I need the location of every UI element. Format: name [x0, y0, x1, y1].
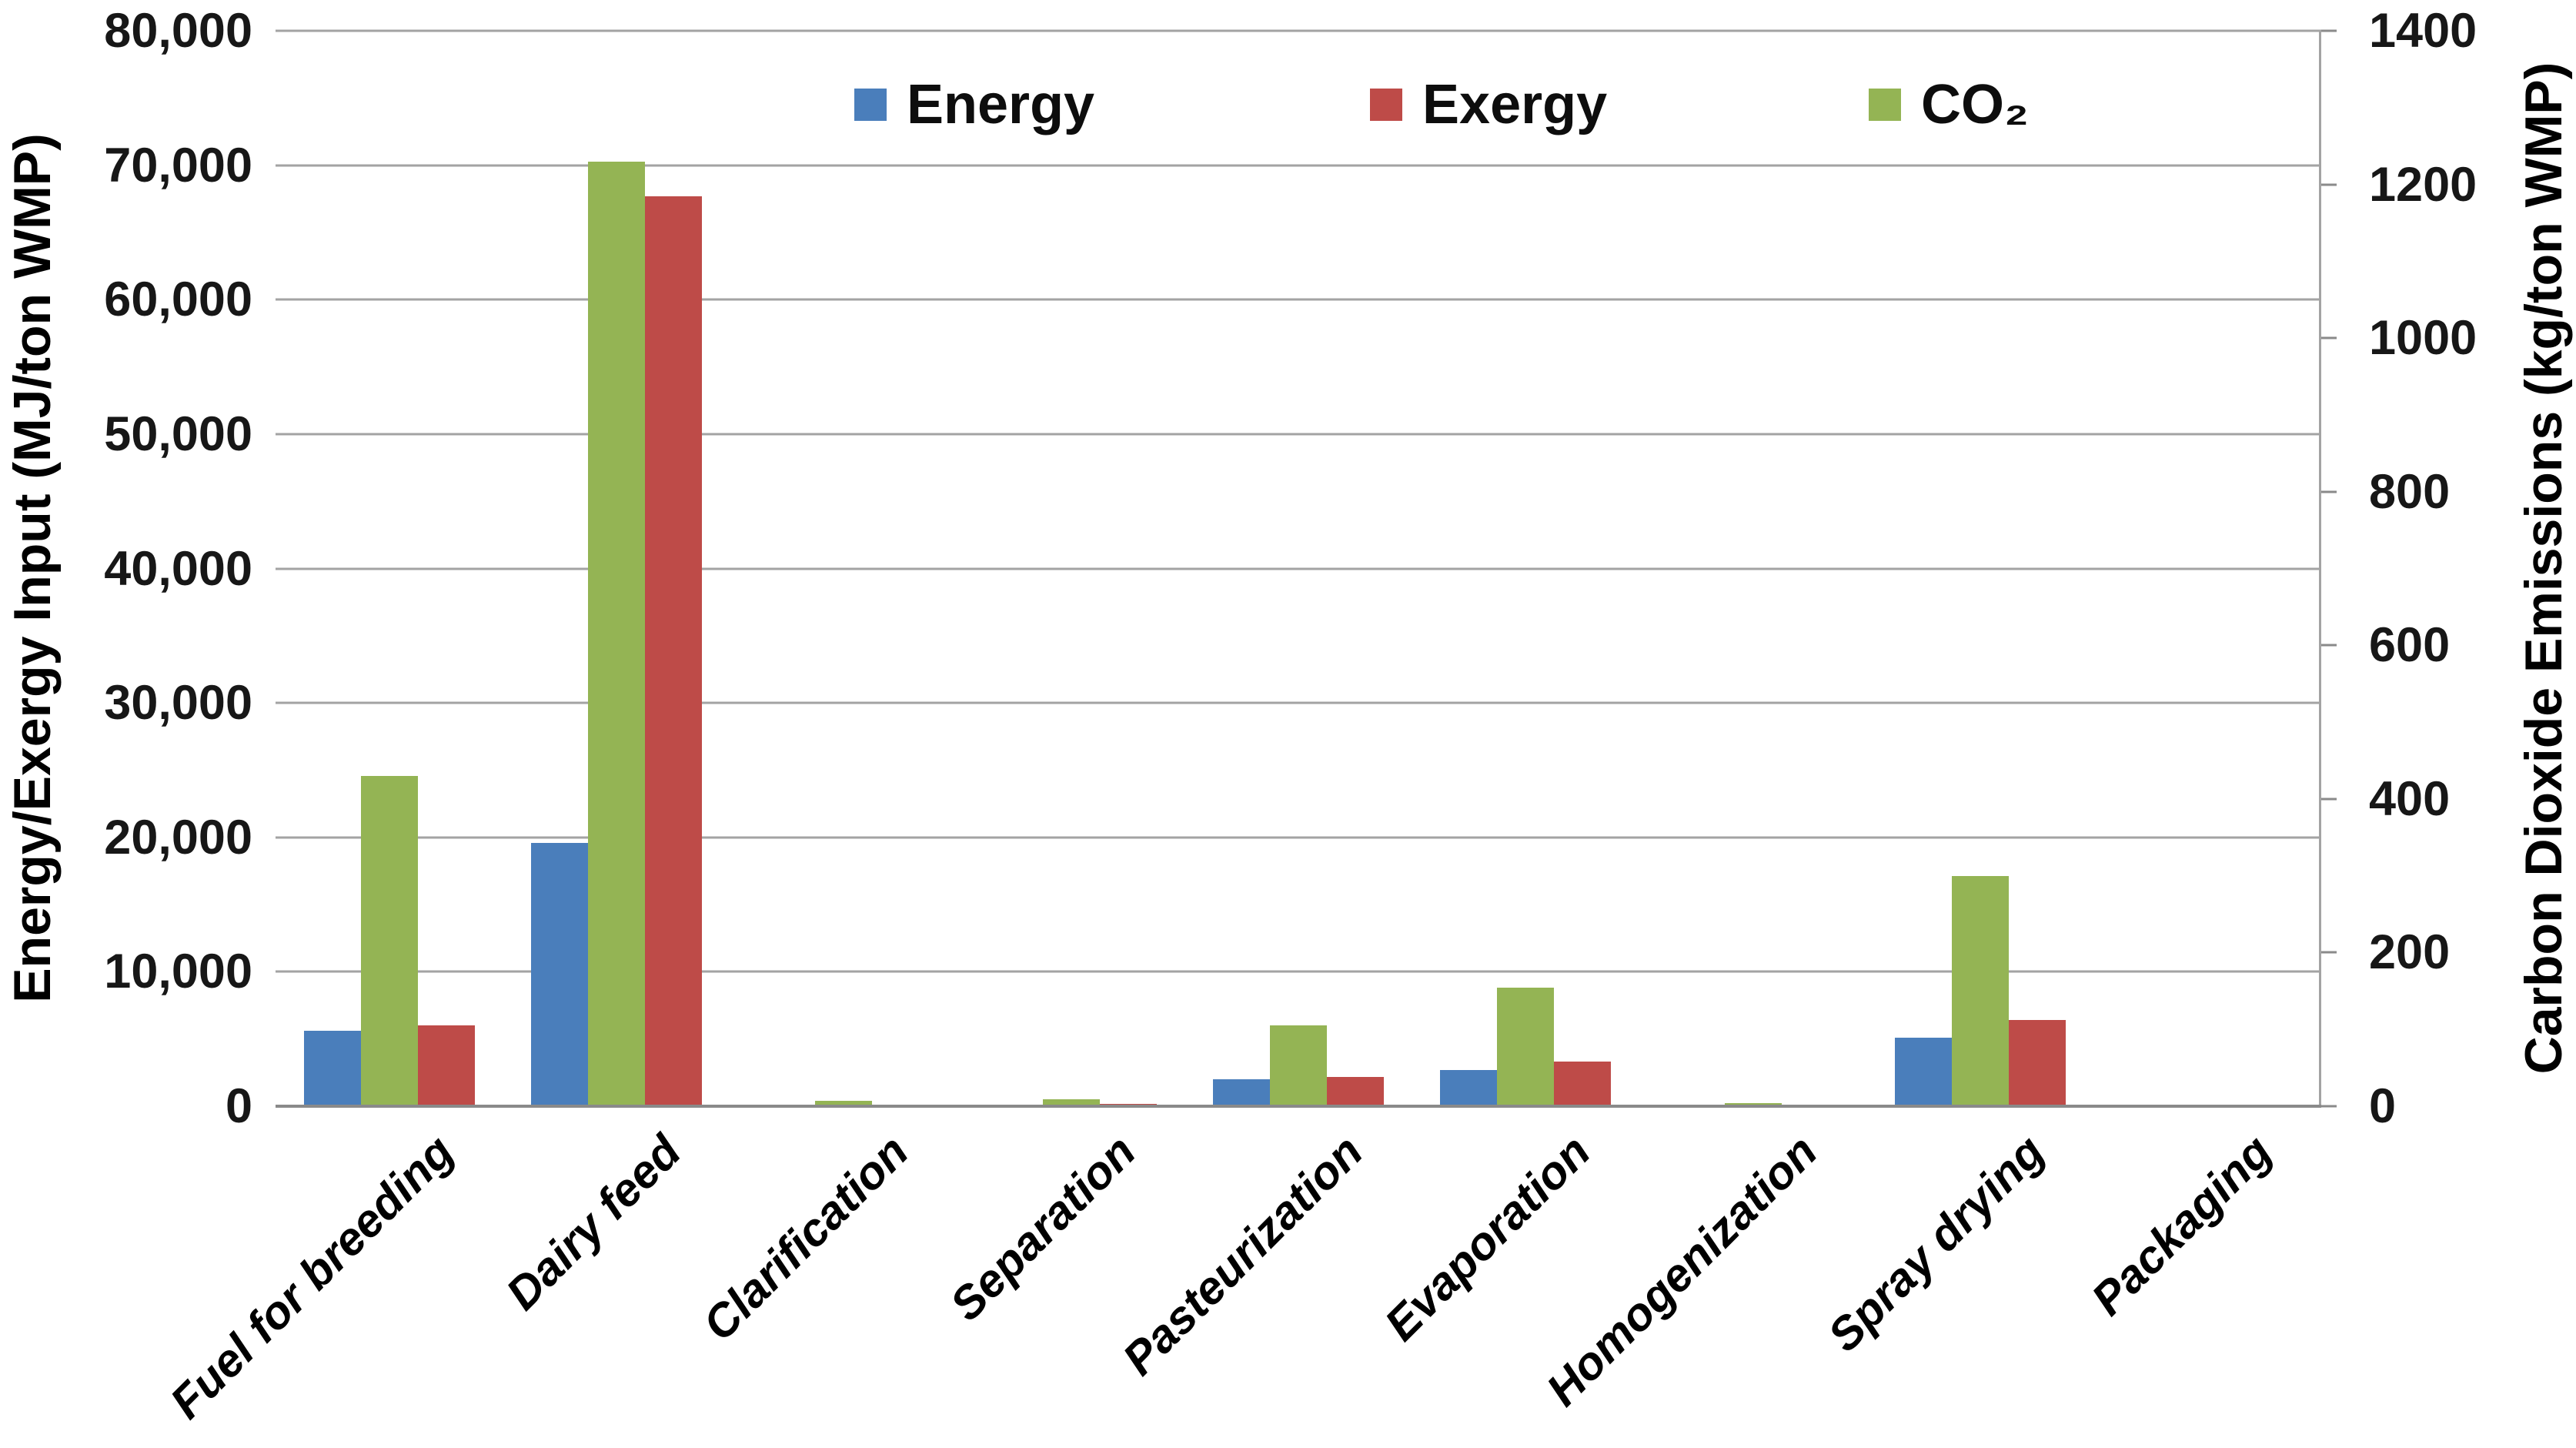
legend-label-energy: Energy [907, 74, 1095, 135]
left-axis-tick-label: 10,000 [104, 945, 252, 999]
legend-item-co2: CO₂ [1869, 73, 2029, 136]
right-axis-tick [2321, 798, 2337, 801]
bar-energy [530, 842, 588, 1106]
bar-exergy [644, 196, 702, 1106]
right-axis-tick-label: 800 [2369, 464, 2451, 519]
left-axis-tick-label: 70,000 [104, 138, 252, 192]
right-axis-tick-label: 1200 [2369, 157, 2477, 212]
bar-energy [1440, 1069, 1498, 1106]
right-axis-tick-label: 200 [2369, 925, 2451, 980]
gridline [276, 433, 2321, 436]
category-label: Pasteurization [1112, 1125, 1373, 1386]
right-axis-tick-label: 400 [2369, 771, 2451, 826]
legend-swatch-co2 [1869, 89, 1901, 121]
category-label: Packaging [2081, 1125, 2282, 1326]
bar-co2 [1497, 988, 1555, 1106]
right-axis-tick [2321, 183, 2337, 186]
gridline [276, 29, 2321, 32]
bar-group [730, 31, 957, 1106]
bar-co2 [587, 161, 645, 1106]
category-label: Fuel for breeding [159, 1125, 463, 1429]
gridline [276, 298, 2321, 301]
right-axis-tick-label: 0 [2369, 1079, 2397, 1133]
category-label: Separation [940, 1125, 1145, 1331]
bar-co2 [815, 1101, 873, 1106]
legend-swatch-exergy [1370, 89, 1402, 121]
right-axis-tick [2321, 336, 2337, 339]
left-axis-tick-label: 60,000 [104, 273, 252, 327]
bar-co2 [1269, 1025, 1327, 1106]
bar-exergy [1326, 1076, 1384, 1106]
legend-label-co2: CO₂ [1921, 74, 2029, 135]
right-axis-tick-label: 1400 [2369, 4, 2477, 58]
category-label: Dairy feed [496, 1125, 691, 1320]
right-axis-tick-label: 600 [2369, 618, 2451, 673]
gridline [276, 970, 2321, 973]
bar-co2 [360, 775, 418, 1106]
legend: Energy Exergy CO₂ [276, 73, 2321, 142]
gridline [276, 567, 2321, 570]
legend-item-exergy: Exergy [1370, 73, 1607, 136]
legend-swatch-energy [854, 89, 887, 121]
bar-exergy [417, 1025, 475, 1106]
bar-group [1184, 31, 1412, 1106]
bar-group [1412, 31, 1639, 1106]
left-axis-tick-label: 40,000 [104, 541, 252, 596]
bar-group [1866, 31, 2093, 1106]
gridline [276, 164, 2321, 167]
bar-group [1639, 31, 1866, 1106]
right-axis-tick [2321, 644, 2337, 647]
x-axis-line [276, 1105, 2321, 1108]
bar-group [503, 31, 730, 1106]
category-label: Evaporation [1374, 1125, 1600, 1351]
left-axis-tick-label: 30,000 [104, 676, 252, 731]
bar-exergy [1554, 1062, 1612, 1106]
left-axis-tick-label: 20,000 [104, 810, 252, 864]
bar-energy [1212, 1079, 1270, 1106]
left-axis-tick-label: 0 [225, 1079, 252, 1133]
plot-area: 0 10,000 20,000 30,000 40,000 50,000 60,000 70,… [104, 4, 2477, 1133]
right-axis-tick [2321, 951, 2337, 954]
right-axis-tick [2321, 1105, 2337, 1108]
category-label: Clarification [692, 1125, 918, 1351]
left-axis-title: Energy/Exergy Input (MJ/ton WMP) [3, 133, 62, 1003]
bar-co2 [1042, 1099, 1100, 1106]
legend-label-exergy: Exergy [1422, 74, 1608, 135]
right-axis-tick-label: 1000 [2369, 311, 2477, 366]
gridline [276, 836, 2321, 839]
right-axis-tick [2321, 29, 2337, 32]
right-axis-title: Carbon Dioxide Emissions (kg/ton WMP) [2514, 62, 2573, 1075]
bar-co2 [1951, 875, 2009, 1106]
gridline [276, 701, 2321, 704]
bar-group [2094, 31, 2321, 1106]
legend-item-energy: Energy [854, 73, 1094, 136]
bar-group [957, 31, 1184, 1106]
left-axis-tick-label: 80,000 [104, 4, 252, 58]
bar-energy [1894, 1037, 1952, 1106]
bar-group [276, 31, 503, 1106]
left-axis-tick-label: 50,000 [104, 406, 252, 461]
bar-exergy [2008, 1020, 2066, 1106]
category-label: Spray drying [1818, 1125, 2055, 1362]
right-axis-tick [2321, 490, 2337, 493]
bar-energy [303, 1031, 361, 1106]
